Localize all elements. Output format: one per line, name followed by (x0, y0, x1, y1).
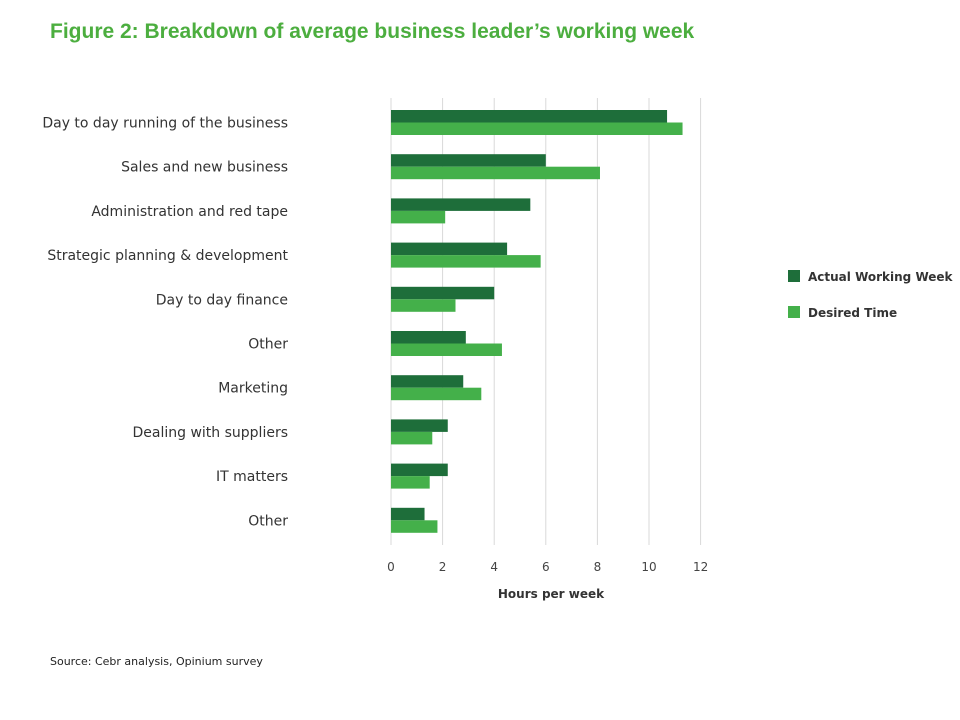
category-label: Other (248, 337, 288, 353)
category-label: Dealing with suppliers (133, 425, 289, 441)
category-label: Marketing (218, 381, 288, 397)
bar-desired (391, 520, 438, 533)
x-tick-label: 6 (542, 560, 550, 574)
bar-actual (391, 375, 464, 388)
legend-swatch (788, 306, 800, 318)
legend-label: Actual Working Week (808, 270, 954, 284)
category-label: Day to day running of the business (42, 116, 288, 132)
bar-actual (391, 331, 466, 344)
x-tick-label: 12 (693, 560, 708, 574)
x-tick-label: 0 (387, 560, 395, 574)
bar-actual (391, 463, 448, 477)
figure-title: Figure 2: Breakdown of average business … (50, 20, 695, 43)
x-tick-label: 8 (594, 560, 602, 574)
bar-actual (391, 198, 531, 211)
x-axis-title: Hours per week (498, 587, 605, 601)
bar-desired (391, 122, 683, 135)
category-label: Other (248, 513, 288, 529)
category-label: IT matters (216, 469, 288, 485)
bar-desired (391, 166, 600, 180)
bar-desired (391, 431, 433, 445)
x-tick-label: 4 (490, 560, 498, 574)
category-label: Administration and red tape (91, 204, 288, 220)
bar-desired (391, 476, 430, 489)
category-label: Strategic planning & development (47, 248, 288, 264)
bar-actual (391, 419, 448, 432)
category-label: Day to day finance (156, 292, 288, 308)
source-note: Source: Cebr analysis, Opinium survey (50, 655, 263, 668)
bar-actual (391, 154, 546, 167)
bar-desired (391, 210, 446, 224)
x-tick-label: 2 (439, 560, 447, 574)
bar-desired (391, 387, 482, 401)
bar-actual (391, 242, 508, 256)
bar-desired (391, 299, 456, 312)
legend-swatch (788, 270, 800, 282)
legend-label: Desired Time (808, 306, 897, 320)
bar-desired (391, 343, 502, 356)
bar-desired (391, 255, 541, 268)
x-tick-label: 10 (641, 560, 656, 574)
bar-actual (391, 286, 495, 300)
bar-actual (391, 110, 668, 123)
bar-actual (391, 507, 425, 521)
category-label: Sales and new business (121, 160, 288, 176)
